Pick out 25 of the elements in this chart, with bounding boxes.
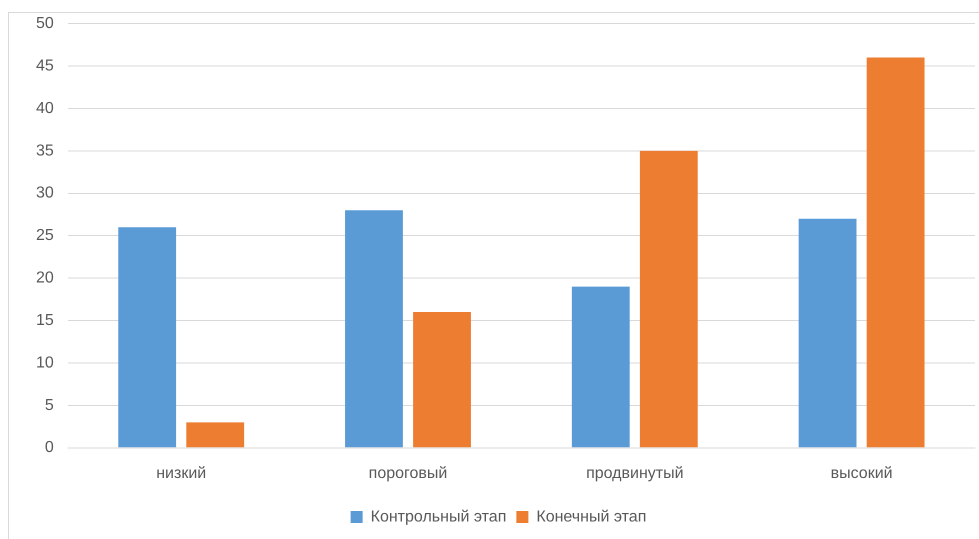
x-tick-label: продвинутый <box>586 464 684 482</box>
y-tick-label: 25 <box>36 227 54 244</box>
bar <box>118 227 176 448</box>
y-tick-label: 15 <box>36 312 54 329</box>
y-tick-label: 0 <box>44 439 54 456</box>
y-tick-label: 5 <box>44 396 54 414</box>
x-tick-label: высокий <box>830 464 893 482</box>
y-tick-label: 45 <box>36 57 54 74</box>
legend-label: Контрольный этап <box>370 508 506 526</box>
bar <box>413 312 471 448</box>
bar <box>345 210 403 448</box>
x-tick-label: низкий <box>156 464 206 482</box>
bar <box>640 150 698 448</box>
bar <box>866 58 925 448</box>
y-tick-label: 20 <box>36 270 54 287</box>
bar <box>572 286 630 448</box>
legend-label: Конечный этап <box>536 508 646 526</box>
y-tick-label: 40 <box>36 100 54 117</box>
y-tick-label: 35 <box>36 142 54 160</box>
bar <box>798 218 856 448</box>
y-tick-label: 10 <box>36 354 54 372</box>
bar <box>186 422 244 448</box>
y-tick-label: 30 <box>36 184 54 202</box>
y-tick-label: 50 <box>36 15 54 32</box>
x-tick-label: пороговый <box>368 464 448 482</box>
